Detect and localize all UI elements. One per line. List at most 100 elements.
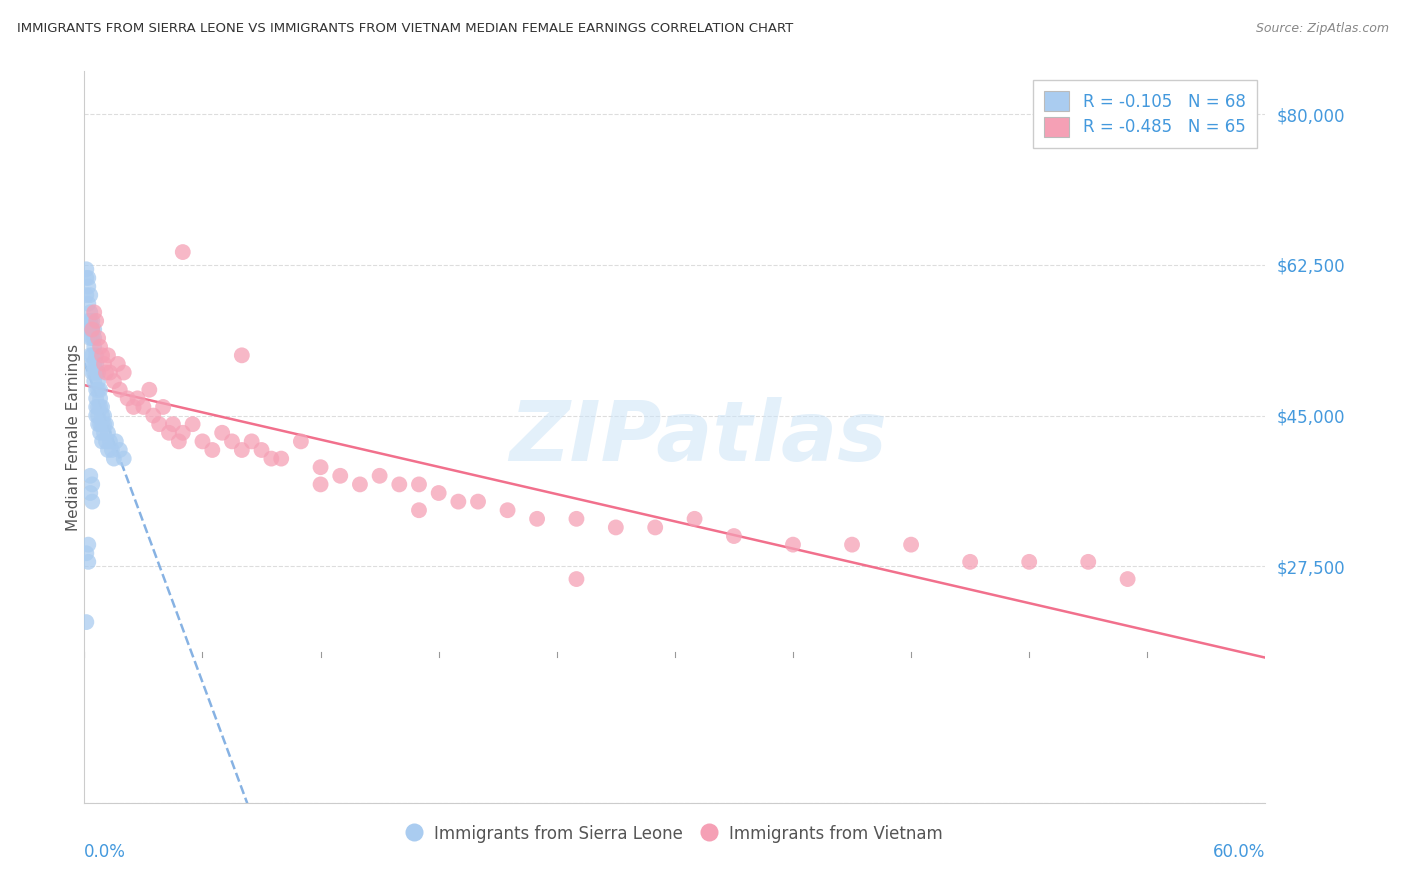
Point [93, 409, 115, 423]
Point [84, 366, 107, 380]
Point [89, 392, 111, 406]
Point [167, 434, 190, 449]
Point [138, 383, 160, 397]
Point [103, 374, 125, 388]
Point [77, 538, 100, 552]
Point [644, 520, 666, 534]
Point [83, 331, 105, 345]
Point [1018, 555, 1040, 569]
Point [467, 494, 489, 508]
Point [1116, 572, 1139, 586]
Point [82, 366, 104, 380]
Point [162, 417, 184, 432]
Point [82, 357, 104, 371]
Point [93, 425, 115, 440]
Point [87, 417, 110, 432]
Point [83, 340, 105, 354]
Point [108, 383, 131, 397]
Text: Source: ZipAtlas.com: Source: ZipAtlas.com [1256, 22, 1389, 36]
Point [87, 409, 110, 423]
Point [84, 357, 107, 371]
Legend: Immigrants from Sierra Leone, Immigrants from Vietnam: Immigrants from Sierra Leone, Immigrants… [401, 818, 949, 849]
Point [83, 366, 105, 380]
Point [93, 417, 115, 432]
Point [250, 442, 273, 457]
Point [309, 460, 332, 475]
Point [79, 348, 101, 362]
Point [79, 322, 101, 336]
Point [83, 305, 105, 319]
Point [98, 366, 121, 380]
Point [98, 434, 121, 449]
Point [605, 520, 627, 534]
Point [447, 494, 470, 508]
Point [79, 314, 101, 328]
Point [408, 477, 430, 491]
Point [260, 451, 283, 466]
Point [82, 331, 104, 345]
Point [84, 383, 107, 397]
Point [77, 555, 100, 569]
Point [75, 288, 97, 302]
Point [117, 392, 139, 406]
Point [152, 400, 174, 414]
Point [87, 400, 110, 414]
Point [87, 366, 110, 380]
Point [132, 400, 155, 414]
Point [89, 340, 111, 354]
Point [89, 383, 111, 397]
Point [172, 425, 194, 440]
Point [104, 434, 127, 449]
Point [87, 331, 110, 345]
Point [349, 477, 371, 491]
Point [211, 425, 233, 440]
Point [83, 374, 105, 388]
Point [82, 494, 104, 508]
Point [91, 400, 114, 414]
Point [82, 477, 104, 491]
Point [91, 348, 114, 362]
Point [97, 425, 120, 440]
Point [83, 357, 105, 371]
Point [91, 417, 114, 432]
Text: 0.0%: 0.0% [84, 843, 127, 861]
Point [1077, 555, 1099, 569]
Point [122, 400, 145, 414]
Point [388, 477, 411, 491]
Point [82, 348, 104, 362]
Point [231, 348, 253, 362]
Point [75, 271, 97, 285]
Point [900, 538, 922, 552]
Point [240, 434, 263, 449]
Point [103, 451, 125, 466]
Point [84, 314, 107, 328]
Point [108, 442, 131, 457]
Point [112, 366, 135, 380]
Point [94, 434, 117, 449]
Point [959, 555, 981, 569]
Point [309, 477, 332, 491]
Point [172, 245, 194, 260]
Point [127, 392, 149, 406]
Point [91, 409, 114, 423]
Point [157, 425, 180, 440]
Point [94, 366, 117, 380]
Point [91, 434, 114, 449]
Point [97, 348, 120, 362]
Point [77, 314, 100, 328]
Point [408, 503, 430, 517]
Point [79, 288, 101, 302]
Point [526, 512, 548, 526]
Text: 60.0%: 60.0% [1213, 843, 1265, 861]
Point [89, 425, 111, 440]
Point [565, 572, 588, 586]
Point [231, 442, 253, 457]
Point [191, 434, 214, 449]
Text: IMMIGRANTS FROM SIERRA LEONE VS IMMIGRANTS FROM VIETNAM MEDIAN FEMALE EARNINGS C: IMMIGRANTS FROM SIERRA LEONE VS IMMIGRAN… [17, 22, 793, 36]
Point [290, 434, 312, 449]
Point [683, 512, 706, 526]
Point [84, 348, 107, 362]
Point [84, 392, 107, 406]
Point [77, 271, 100, 285]
Point [841, 538, 863, 552]
